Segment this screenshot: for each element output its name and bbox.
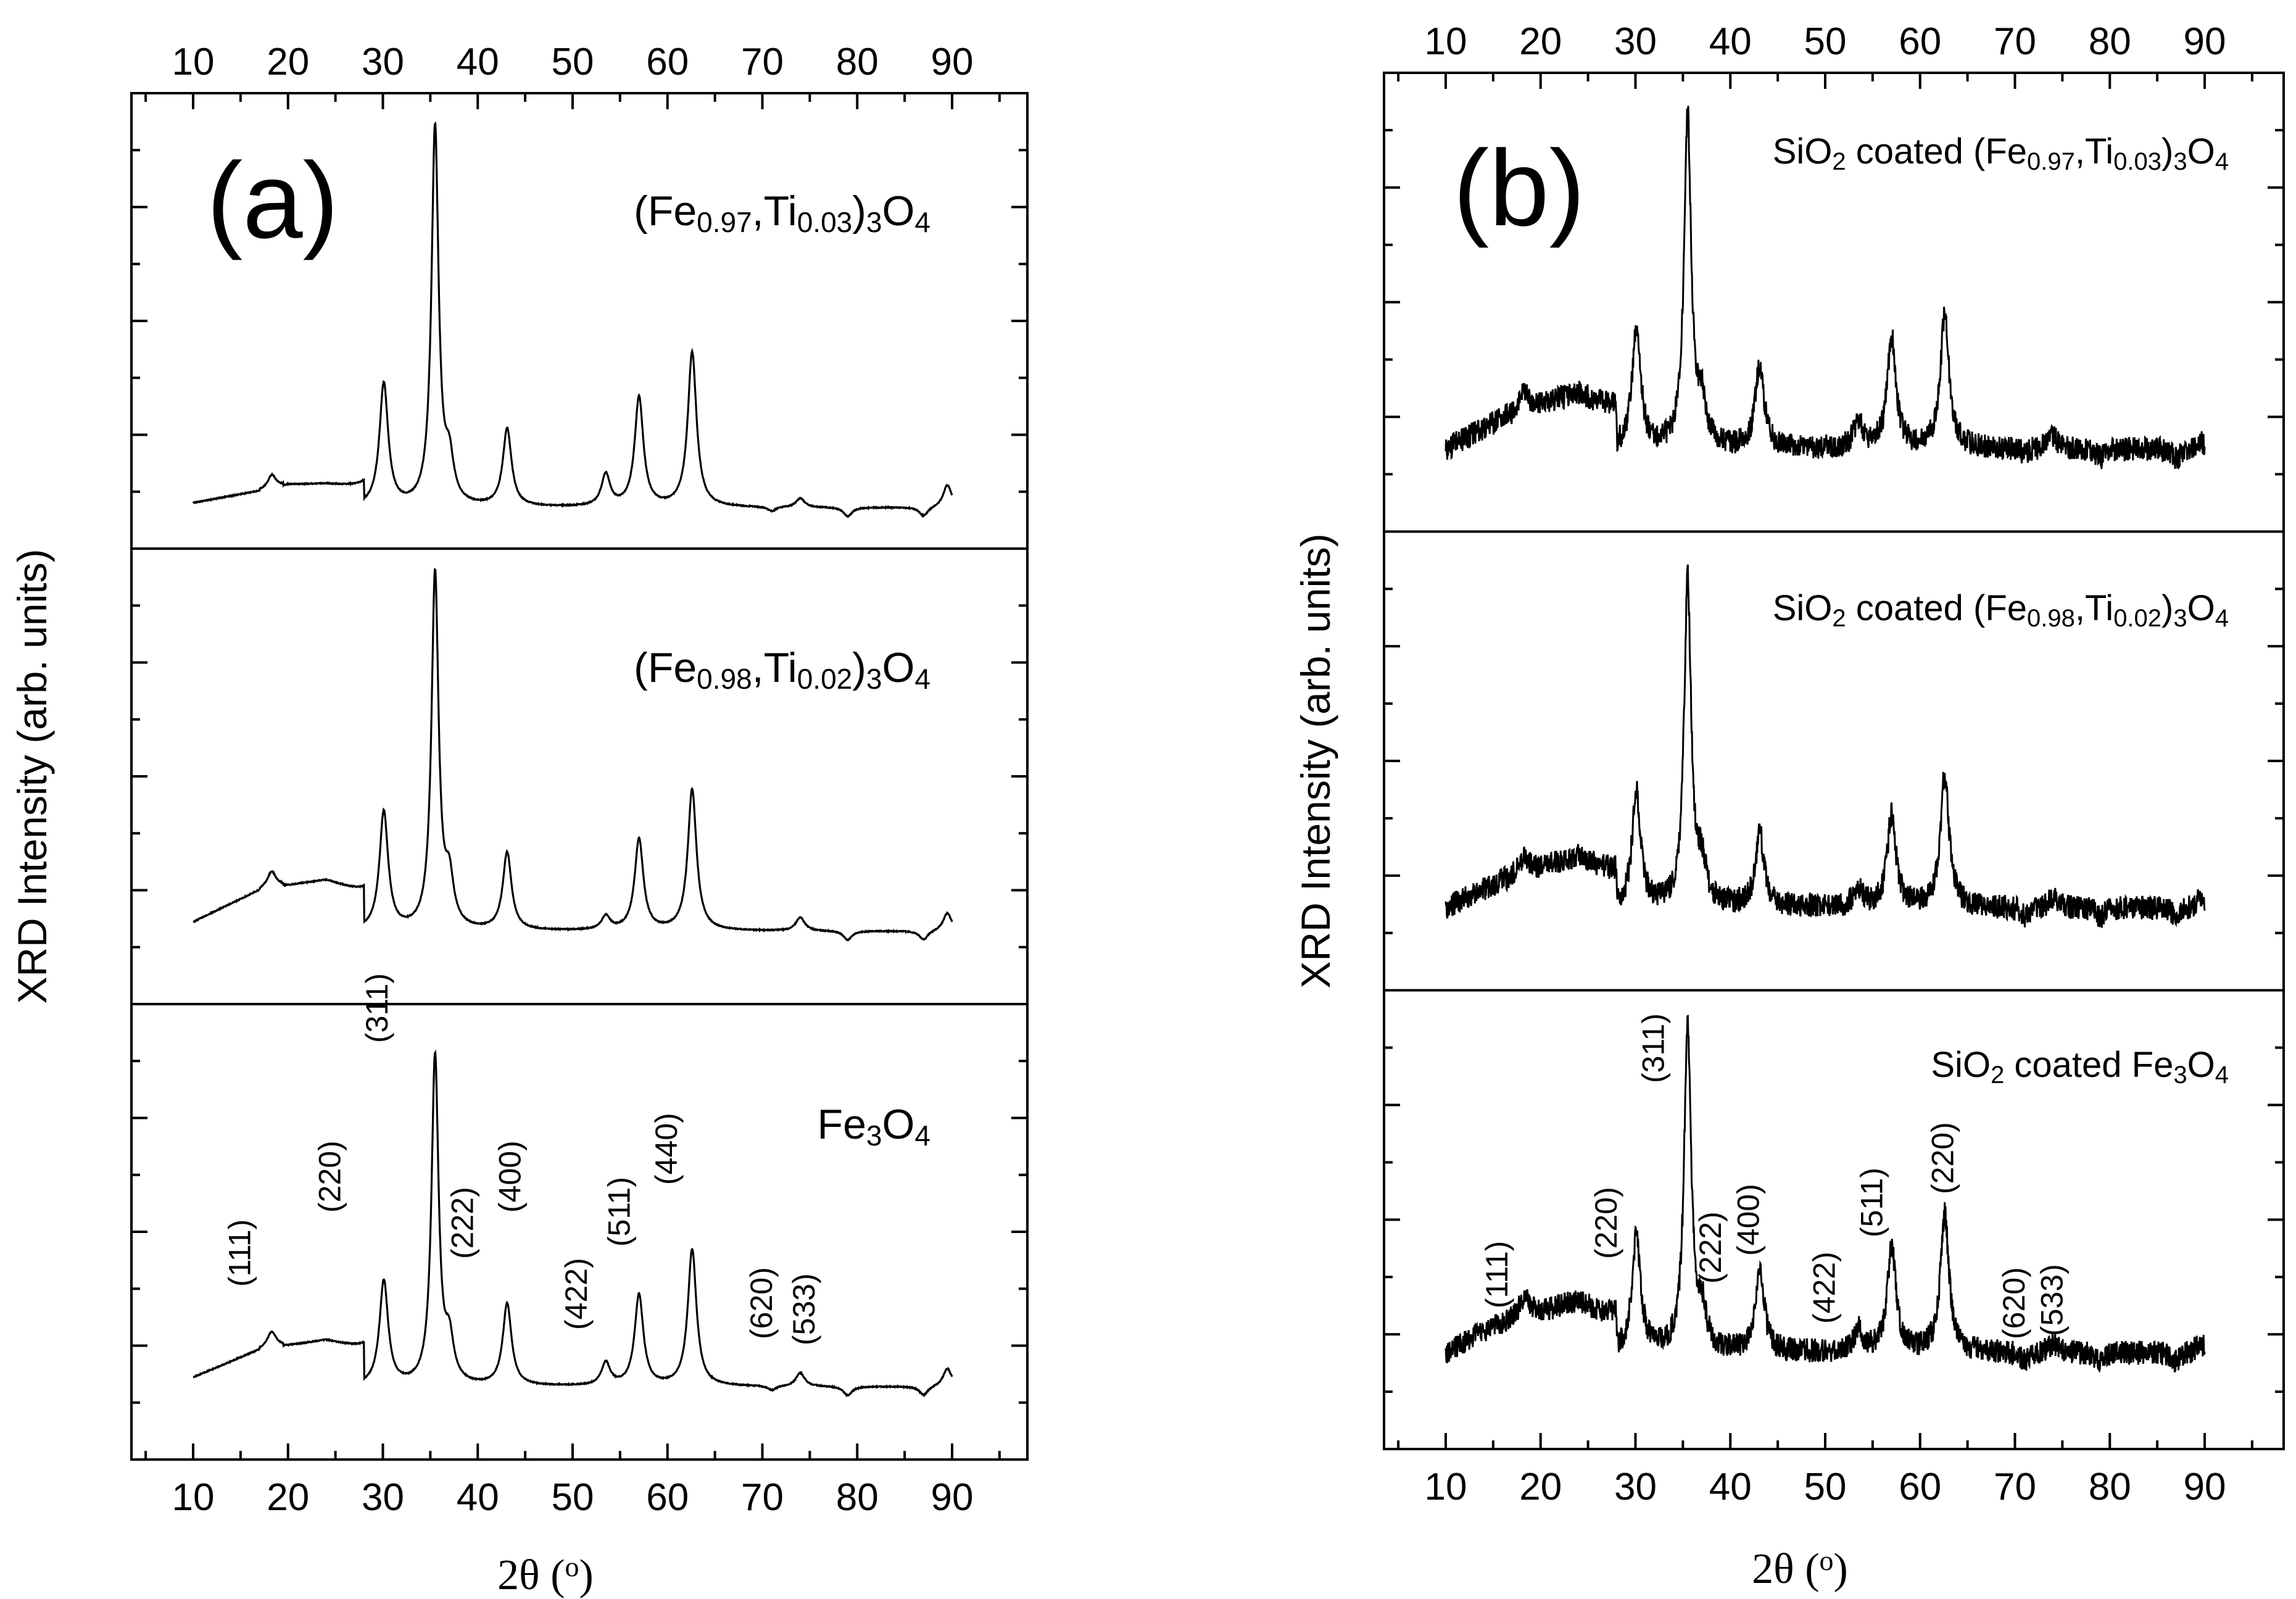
peak-annotation: (111) [222,1219,257,1287]
peak-annotation: (620) [1997,1267,2031,1339]
series-line-2 [193,568,953,942]
peak-annotation: (220) [1589,1187,1623,1259]
peak-annotation: (511) [602,1177,636,1247]
series-legend-2: (Fe0.98,Ti0.02)3O4 [634,644,930,695]
y-axis-label: XRD Intensity (arb. units) [1293,533,1338,988]
x-tick-label-top: 80 [836,41,879,83]
x-tick-label-bottom: 50 [552,1476,594,1519]
x-tick-label-top: 10 [1425,20,1467,63]
x-tick-label-top: 40 [1709,20,1752,63]
x-tick-label-bottom: 10 [1425,1466,1467,1508]
x-tick-label-bottom: 90 [2184,1466,2226,1508]
series-legend-3: Fe3O4 [818,1101,930,1152]
panel-a: 10 10 20 20 30 30 40 40 50 50 60 60 70 70 80 80 90 90 (Fe0… [9,41,1029,1599]
peak-annotation: (511) [1854,1168,1889,1237]
peak-annotation: (533) [787,1273,821,1345]
x-tick-label-top: 20 [267,41,309,83]
series-line-1 [192,121,953,518]
series-legend-2: SiO2 coated (Fe0.98,Ti0.02)3O4 [1773,588,2229,632]
x-tick-label-top: 30 [362,41,404,83]
x-tick-label-bottom: 90 [931,1476,974,1519]
peak-annotation: (400) [492,1140,527,1213]
x-tick-label-bottom: 80 [836,1476,879,1519]
x-tick-label-bottom: 70 [1994,1466,2036,1508]
series-line-3 [193,1049,953,1398]
peak-annotation: (422) [1807,1252,1841,1324]
peak-annotation: (620) [744,1267,779,1339]
panel-b: 10 10 20 20 30 30 40 40 50 50 60 60 70 70 80 80 90 90 SiO2… [1293,20,2285,1593]
x-tick-label-top: 90 [931,41,974,83]
x-tick-label-bottom: 20 [267,1476,309,1519]
peak-annotation: (222) [1693,1211,1728,1284]
peak-annotation: (111) [1480,1241,1514,1308]
peak-annotation: (400) [1731,1184,1765,1256]
peak-annotation: (222) [446,1187,480,1259]
x-tick-label-bottom: 80 [2089,1466,2131,1508]
x-tick-label-top: 60 [646,41,689,83]
peak-annotation: (220) [1926,1122,1960,1194]
peak-annotation: (422) [559,1258,594,1330]
panel-label: (b) [1453,128,1585,249]
x-tick-label-top: 70 [741,41,784,83]
plot-frame [1383,72,2285,1450]
x-tick-label-bottom: 50 [1804,1466,1847,1508]
peak-annotation: (311) [360,973,394,1043]
x-tick-label-top: 90 [2184,20,2226,63]
x-tick-label-top: 80 [2089,20,2131,63]
panel-label: (a) [207,141,339,261]
x-tick-label-bottom: 10 [172,1476,215,1519]
peak-annotation: (220) [312,1140,347,1213]
x-tick-label-top: 10 [172,41,215,83]
x-tick-label-top: 30 [1614,20,1657,63]
x-tick-label-bottom: 70 [741,1476,784,1519]
series-line-3 [1444,1014,2206,1374]
series-legend-3: SiO2 coated Fe3O4 [1931,1045,2229,1089]
x-axis-label: 2θ (o) [1752,1545,1848,1593]
x-tick-label-bottom: 60 [646,1476,689,1519]
x-tick-label-bottom: 60 [1899,1466,1941,1508]
series-line-2 [1444,564,2206,928]
series-legend-1: SiO2 coated (Fe0.97,Ti0.03)3O4 [1773,131,2229,175]
x-tick-label-top: 40 [457,41,499,83]
peak-annotation: (311) [1636,1013,1671,1083]
y-axis-label: XRD Intensity (arb. units) [9,549,55,1003]
x-tick-label-top: 50 [1804,20,1847,63]
x-tick-label-top: 60 [1899,20,1941,63]
x-tick-label-top: 70 [1994,20,2036,63]
x-tick-label-bottom: 40 [1709,1466,1752,1508]
series-legend-1: (Fe0.97,Ti0.03)3O4 [634,188,930,238]
x-tick-label-bottom: 30 [1614,1466,1657,1508]
peak-annotation: (440) [649,1113,684,1185]
x-tick-label-top: 50 [552,41,594,83]
series-line-1 [1444,106,2206,470]
x-tick-label-bottom: 20 [1519,1466,1562,1508]
peak-annotation: (533) [2034,1264,2069,1336]
plot-frame [130,92,1029,1461]
x-tick-label-top: 20 [1519,20,1562,63]
x-axis-label: 2θ (o) [497,1551,594,1599]
x-tick-label-bottom: 40 [457,1476,499,1519]
x-tick-label-bottom: 30 [362,1476,404,1519]
